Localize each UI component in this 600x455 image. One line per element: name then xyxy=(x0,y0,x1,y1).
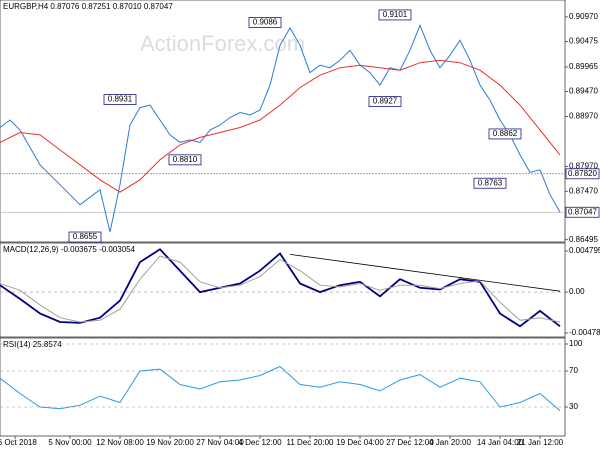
annotation-label: 0.8931 xyxy=(108,95,133,104)
y-tick-label: -0.004781 xyxy=(569,328,600,337)
annotation-box xyxy=(68,231,102,243)
series-line xyxy=(0,59,561,193)
x-tick-label: 4 Jan 20:00 xyxy=(429,438,471,447)
x-tick-label: 19 Dec 04:00 xyxy=(336,438,384,447)
y-tick-label: 100 xyxy=(569,339,583,348)
y-tick-label: 0.90970 xyxy=(569,12,598,21)
y-tick-label: 0.88970 xyxy=(569,112,598,121)
x-tick-label: 5 Nov 00:00 xyxy=(48,438,92,447)
y-tick-label: 0.87470 xyxy=(569,186,598,195)
annotation-label: 0.8763 xyxy=(478,178,503,187)
level-box xyxy=(565,168,600,180)
annotation-label: 0.8862 xyxy=(493,129,518,138)
y-tick-label: 0.86495 xyxy=(569,235,598,244)
x-tick-label: 19 Nov 20:00 xyxy=(146,438,194,447)
panel-frame xyxy=(0,337,566,437)
y-tick-label: 0.90475 xyxy=(569,37,598,46)
annotation-label: 0.8927 xyxy=(373,97,398,106)
panel-frame xyxy=(0,0,566,243)
chart-title: EURGBP,H4 0.87076 0.87251 0.87010 0.8704… xyxy=(3,2,173,11)
annotation-label: 0.9101 xyxy=(383,10,408,19)
annotation-box xyxy=(378,9,412,21)
annotation-box xyxy=(103,94,137,105)
x-tick-label: 12 Nov 08:00 xyxy=(96,438,144,447)
x-tick-label: 4 Dec 12:00 xyxy=(238,438,282,447)
trend-line xyxy=(289,253,561,292)
series-line xyxy=(0,365,561,411)
annotation-label: 0.8655 xyxy=(73,232,98,241)
panel-frame xyxy=(0,242,566,338)
x-tick-label: 26 Oct 2018 xyxy=(0,438,37,447)
y-tick-label: 0.89470 xyxy=(569,87,598,96)
annotation-box xyxy=(473,177,507,189)
annotation-box xyxy=(248,17,282,28)
x-tick-label: 27 Dec 12:00 xyxy=(386,438,434,447)
y-tick-label: 0.87970 xyxy=(569,161,598,170)
series-line xyxy=(0,255,561,323)
x-tick-label: 11 Dec 20:00 xyxy=(287,438,335,447)
annotation-box xyxy=(368,96,402,107)
watermark: ActionForex.com xyxy=(140,31,305,56)
x-tick-label: 27 Nov 04:00 xyxy=(196,438,244,447)
level-box xyxy=(565,206,600,218)
panel-title: RSI(14) 25.8574 xyxy=(3,340,62,349)
annotation-label: 0.8810 xyxy=(173,155,198,164)
y-tick-label: 0.004795 xyxy=(569,246,600,255)
x-tick-label: 14 Jan 04:00 xyxy=(477,438,524,447)
y-tick-label: 0.89965 xyxy=(569,62,598,71)
annotation-label: 0.9086 xyxy=(253,18,278,27)
annotation-box xyxy=(168,154,202,166)
series-line xyxy=(0,248,561,328)
y-tick-label: 30 xyxy=(569,402,578,411)
level-label: 0.87047 xyxy=(568,207,597,216)
series-line xyxy=(0,24,561,233)
panel-title: MACD(12,26,9) -0.003675 -0.003054 xyxy=(3,245,136,254)
y-tick-label: 70 xyxy=(569,366,578,375)
y-tick-label: 0.00 xyxy=(569,287,585,296)
annotation-box xyxy=(488,128,522,140)
level-label: 0.87820 xyxy=(568,169,597,178)
x-tick-label: 21 Jan 12:00 xyxy=(517,438,564,447)
